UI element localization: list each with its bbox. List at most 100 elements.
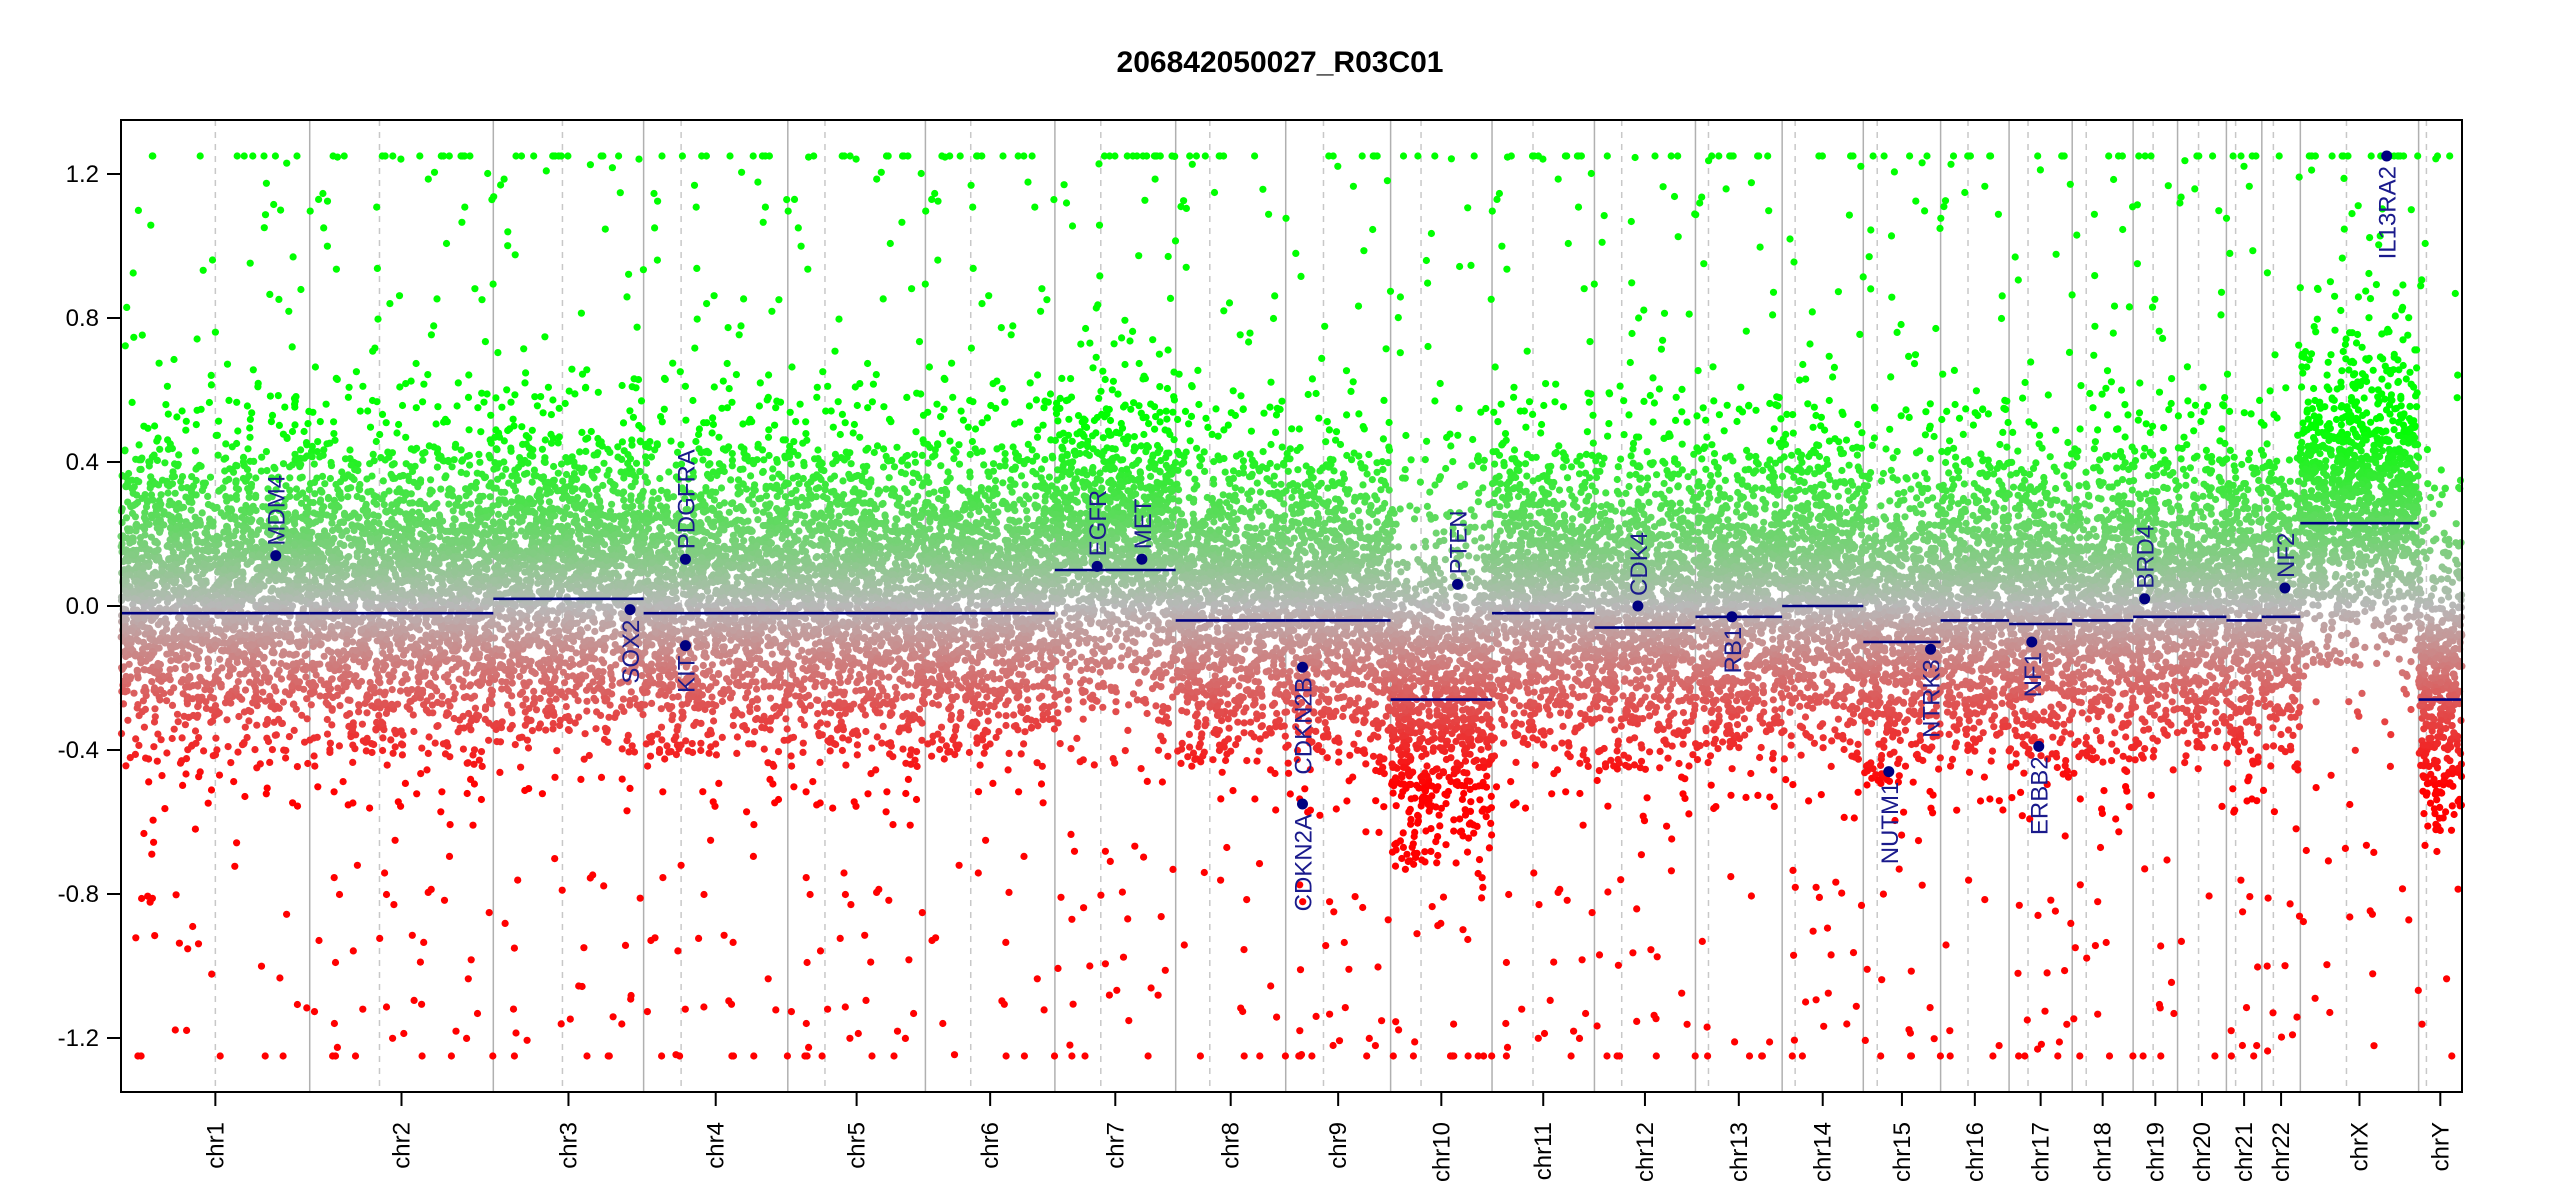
probe-point (189, 922, 197, 931)
probe-point (430, 550, 438, 558)
probe-point (220, 528, 228, 536)
probe-point (153, 437, 161, 445)
probe-point (122, 762, 130, 770)
probe-point (460, 693, 468, 702)
probe-point (203, 631, 211, 639)
probe-point (431, 673, 440, 681)
probe-point (170, 684, 178, 692)
probe-point (145, 778, 153, 786)
probe-point (304, 759, 312, 768)
probe-point (171, 1026, 179, 1034)
probe-point (427, 885, 435, 894)
probe-point (339, 778, 347, 786)
probe-point (516, 672, 524, 681)
probe-point (220, 633, 228, 641)
probe-point (256, 650, 264, 658)
probe-point (290, 540, 299, 549)
probe-point (161, 805, 169, 813)
probe-point (170, 355, 178, 364)
probe-point (439, 517, 447, 525)
probe-point (227, 505, 235, 513)
probe-point (402, 433, 410, 441)
probe-point (511, 741, 519, 749)
probe-point (428, 579, 436, 587)
probe-point (211, 641, 219, 649)
probe-point (266, 392, 274, 400)
probe-point (202, 613, 210, 622)
probe-point (195, 734, 203, 742)
probe-point (415, 508, 423, 516)
probe-point (330, 1019, 338, 1028)
probe-point (262, 448, 270, 456)
probe-point (139, 564, 147, 573)
probe-point (476, 492, 484, 500)
probe-point (147, 599, 155, 607)
probe-point (325, 691, 333, 699)
probe-point (204, 656, 213, 664)
probe-point (466, 538, 475, 546)
probe-point (241, 623, 249, 632)
probe-point (128, 398, 136, 406)
probe-point (206, 555, 214, 563)
probe-point (431, 566, 439, 574)
probe-point (221, 467, 229, 475)
probe-point (380, 592, 388, 601)
probe-point (346, 696, 354, 705)
probe-point (347, 594, 355, 603)
probe-point (285, 307, 293, 315)
probe-point (481, 564, 489, 572)
probe-point (254, 379, 262, 387)
probe-point (489, 1052, 497, 1060)
probe-point (236, 584, 244, 592)
probe-point (424, 643, 432, 651)
probe-point (171, 664, 179, 673)
probe-point (219, 576, 227, 584)
probe-point (191, 825, 199, 833)
probe-point (575, 713, 583, 721)
probe-point (316, 498, 324, 506)
probe-point (213, 547, 221, 556)
probe-point (253, 764, 261, 772)
probe-point (138, 554, 146, 562)
probe-point (323, 730, 332, 738)
probe-point (482, 507, 490, 515)
probe-point (145, 462, 153, 470)
probe-point (283, 159, 291, 167)
probe-point (145, 755, 153, 763)
probe-point (257, 605, 265, 613)
probe-point (437, 808, 445, 816)
probe-point (476, 650, 484, 658)
probe-point (289, 253, 297, 261)
probe-point (285, 733, 293, 741)
probe-point (608, 500, 616, 508)
probe-point (620, 707, 628, 716)
probe-point (439, 740, 447, 748)
probe-point (352, 672, 360, 680)
probe-point (241, 516, 249, 524)
probe-point (478, 762, 486, 771)
probe-point (330, 874, 338, 882)
probe-point (151, 568, 159, 577)
probe-point (345, 383, 353, 391)
probe-point (163, 582, 171, 591)
probe-point (355, 708, 363, 716)
probe-point (410, 616, 418, 624)
probe-point (123, 303, 131, 311)
probe-point (266, 758, 274, 767)
probe-point (317, 540, 325, 548)
probe-point (486, 493, 494, 501)
probe-point (219, 587, 227, 595)
probe-point (432, 420, 440, 428)
probe-point (430, 504, 438, 512)
probe-point (528, 426, 536, 434)
probe-point (246, 424, 254, 432)
probe-point (127, 503, 135, 511)
probe-point (163, 382, 171, 390)
probe-point (246, 433, 254, 441)
probe-point (168, 701, 177, 710)
probe-point (239, 568, 247, 576)
probe-point (344, 801, 352, 809)
probe-point (261, 1052, 269, 1060)
probe-point (372, 437, 380, 446)
